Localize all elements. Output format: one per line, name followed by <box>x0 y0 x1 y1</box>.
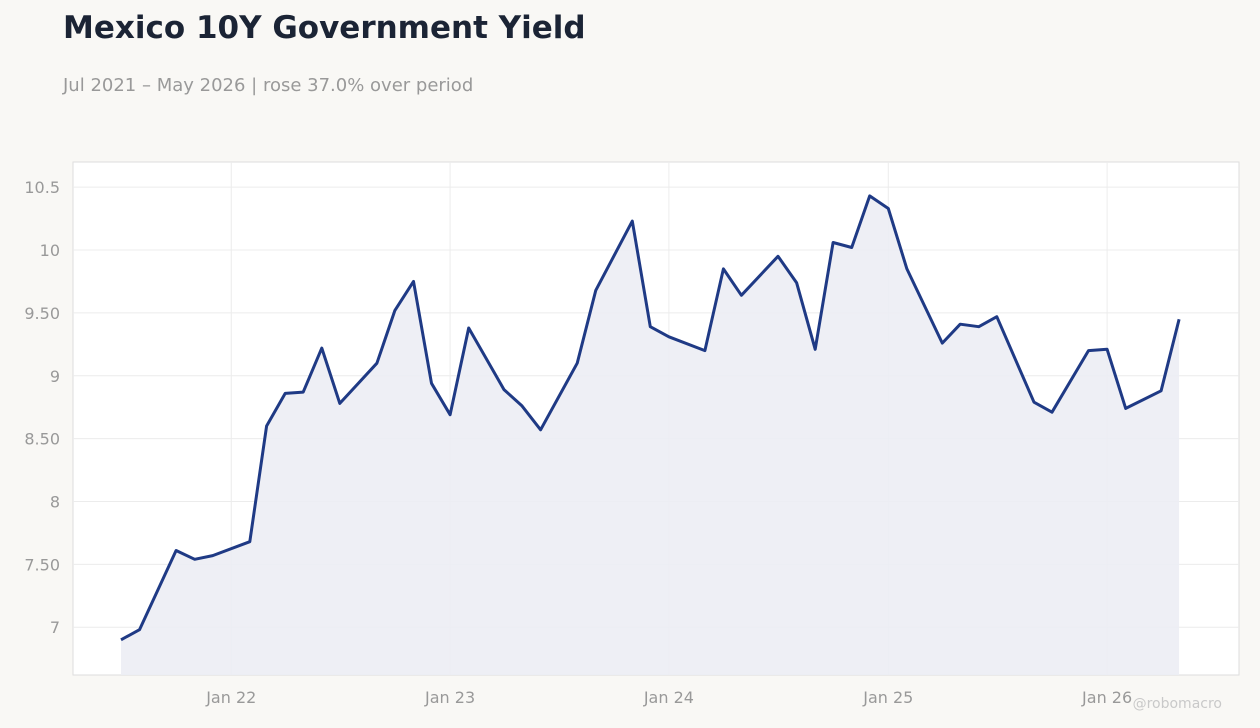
y-axis-ticks: 7 7.50 8 8.50 9 9.50 10 10.5 <box>24 178 60 637</box>
y-tick-label: 9.50 <box>24 304 60 323</box>
y-tick-label: 7.50 <box>24 555 60 574</box>
x-tick-label: Jan 23 <box>424 688 475 707</box>
y-tick-label: 8 <box>50 492 60 511</box>
yield-series-line <box>120 194 1181 642</box>
y-tick-label: 10 <box>40 241 60 260</box>
yield-area-fill <box>121 195 1180 675</box>
x-tick-label: Jan 22 <box>205 688 256 707</box>
x-axis-ticks: Jan 22 Jan 23 Jan 24 Jan 25 Jan 26 <box>205 688 1132 707</box>
y-tick-label: 8.50 <box>24 430 60 449</box>
x-tick-label: Jan 24 <box>643 688 694 707</box>
y-tick-label: 9 <box>50 367 60 386</box>
chart-title: Mexico 10Y Government Yield <box>63 10 586 46</box>
chart-subtitle: Jul 2021 – May 2026 | rose 37.0% over pe… <box>63 75 474 96</box>
x-tick-label: Jan 26 <box>1081 688 1132 707</box>
x-tick-label: Jan 25 <box>862 688 913 707</box>
y-tick-label: 7 <box>50 618 60 637</box>
watermark: @robomacro <box>1132 696 1222 712</box>
y-tick-label: 10.5 <box>24 178 60 197</box>
